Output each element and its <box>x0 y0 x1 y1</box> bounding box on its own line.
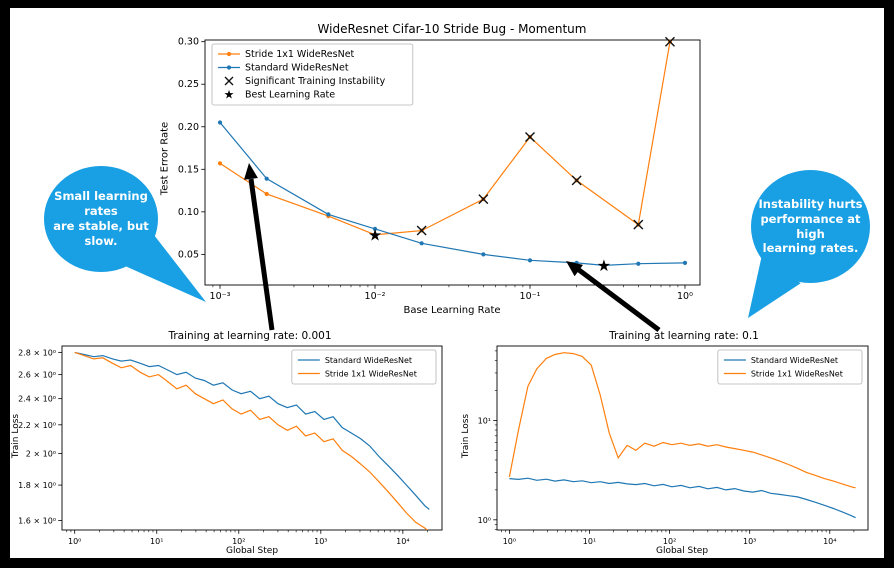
x-tick-label: 10⁻² <box>365 291 386 302</box>
right-speech-bubble: Instability hurts performance at high le… <box>751 170 870 283</box>
left-bubble-line-1: Small learning rates <box>54 189 148 219</box>
y-tick-label: 2.8 × 10⁰ <box>18 348 56 357</box>
y-tick-label: 10⁰ <box>478 516 491 525</box>
x-tick-label: 10¹ <box>150 537 163 546</box>
x-tick-label: 10⁻³ <box>210 291 231 302</box>
y-tick-label: 0.05 <box>178 249 199 260</box>
svg-text:★: ★ <box>224 88 235 102</box>
bottom-left-train-loss-chart: 10⁰ 10¹ 10² 10³ 10⁴ 1.6 × 10⁰ 1.8 × 10⁰ 2 × 10⁰… <box>18 345 443 546</box>
right-bubble-line-1: Instability hurts <box>758 196 863 211</box>
series-line <box>74 351 429 530</box>
bottom-right-chart-title: Training at learning rate: 0.1 <box>609 330 759 342</box>
y-tick-label: 2.6 × 10⁰ <box>18 371 56 380</box>
bottom-left-chart-xlabel: Global Step <box>225 546 279 556</box>
left-speech-bubble-text: Small learning rates are stable, but slo… <box>44 189 158 249</box>
x-tick-label: 10² <box>663 537 676 546</box>
bottom-right-chart-xlabel: Global Step <box>655 546 709 556</box>
best-lr-star-marker: ★ <box>368 225 382 244</box>
x-tick-label: 10⁻¹ <box>520 291 541 302</box>
top-chart-xlabel: Base Learning Rate <box>403 305 501 316</box>
legend-label: Stride 1x1 WideResNet <box>325 370 417 379</box>
y-tick-label: 0.10 <box>178 207 199 218</box>
right-bubble-line-3: learning rates. <box>762 241 859 256</box>
legend-box <box>717 349 863 385</box>
legend-box <box>291 349 437 385</box>
legend-label: Significant Training Instability <box>245 76 386 87</box>
top-chart-ylabel: Test Error Rate <box>159 121 171 196</box>
y-tick-label: 1.6 × 10⁰ <box>18 516 56 525</box>
y-tick-label: 2.4 × 10⁰ <box>18 395 56 404</box>
series-line <box>509 477 856 519</box>
left-speech-bubble: Small learning rates are stable, but slo… <box>44 166 158 272</box>
top-chart-title: WideResnet Cifar-10 Stride Bug - Momentu… <box>317 22 587 36</box>
legend-label: Stride 1x1 WideResNet <box>751 370 843 379</box>
y-tick-label: 2.2 × 10⁰ <box>18 421 56 430</box>
bottom-right-train-loss-chart: 10⁰ 10¹ 10² 10³ 10⁴ 10⁰ 10¹ Standard WideResNet… <box>478 345 869 546</box>
series-line <box>74 351 430 510</box>
top-error-rate-chart: 10⁻³ 10⁻² 10⁻¹ 10⁰ 0.05 0.10 0.15 0.20 0.25 0.30 ★… <box>178 37 701 302</box>
legend-label: Best Learning Rate <box>245 90 335 101</box>
y-tick-label: 0.30 <box>178 37 199 48</box>
x-tick-label: 10¹ <box>583 537 596 546</box>
bottom-right-chart-ylabel: Train Loss <box>461 413 471 459</box>
legend-label: Standard WideResNet <box>751 356 838 365</box>
right-speech-bubble-text: Instability hurts performance at high le… <box>751 197 870 257</box>
legend-box <box>211 43 414 106</box>
legend-label: Stride 1x1 WideResNet <box>245 49 355 60</box>
bottom-left-chart-title: Training at learning rate: 0.001 <box>168 330 332 342</box>
x-tick-label: 10⁰ <box>68 537 81 546</box>
legend-label: Standard WideResNet <box>245 63 349 74</box>
legend-label: Standard WideResNet <box>325 356 412 365</box>
y-tick-label: 1.8 × 10⁰ <box>18 481 56 490</box>
y-tick-label: 2 × 10⁰ <box>26 449 56 458</box>
y-tick-label: 0.15 <box>178 164 199 175</box>
x-tick-label: 10⁴ <box>396 537 409 546</box>
y-tick-label: 0.25 <box>178 79 199 90</box>
right-bubble-line-2: performance at high <box>760 211 861 241</box>
x-tick-label: 10³ <box>314 537 327 546</box>
left-bubble-line-2: are stable, but slow. <box>53 219 149 248</box>
bottom-left-chart-ylabel: Train Loss <box>11 413 21 459</box>
y-tick-label: 10¹ <box>478 416 491 425</box>
x-tick-label: 10⁰ <box>677 291 693 302</box>
x-tick-label: 10³ <box>743 537 756 546</box>
x-tick-label: 10² <box>232 537 245 546</box>
best-lr-star-marker: ★ <box>597 256 611 275</box>
x-tick-label: 10⁰ <box>503 537 516 546</box>
y-tick-label: 0.20 <box>178 122 199 133</box>
series-line <box>508 352 856 489</box>
x-tick-label: 10⁴ <box>823 537 836 546</box>
